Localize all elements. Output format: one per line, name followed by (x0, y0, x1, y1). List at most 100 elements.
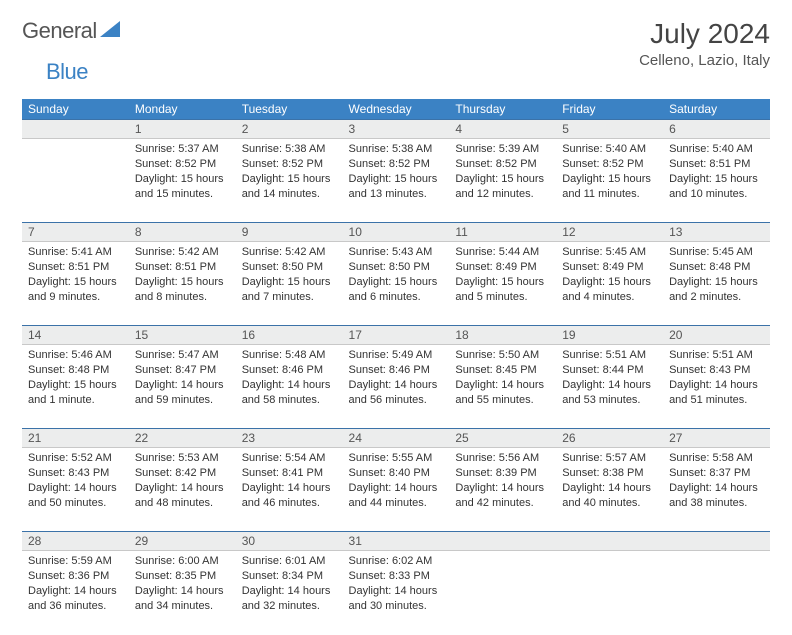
day-number: 17 (343, 326, 450, 344)
day-cell: Sunrise: 6:01 AMSunset: 8:34 PMDaylight:… (236, 551, 343, 635)
day-cell: Sunrise: 5:48 AMSunset: 8:46 PMDaylight:… (236, 345, 343, 429)
day-cell: Sunrise: 5:40 AMSunset: 8:52 PMDaylight:… (556, 139, 663, 223)
day-cell: Sunrise: 5:52 AMSunset: 8:43 PMDaylight:… (22, 448, 129, 532)
weekday-header: Sunday (22, 99, 129, 120)
day-details: Sunrise: 5:52 AMSunset: 8:43 PMDaylight:… (22, 448, 129, 516)
day-cell (449, 551, 556, 635)
brand-part1: General (22, 18, 97, 44)
day-cell: Sunrise: 5:50 AMSunset: 8:45 PMDaylight:… (449, 345, 556, 429)
day-details: Sunrise: 5:40 AMSunset: 8:52 PMDaylight:… (556, 139, 663, 207)
day-cell: Sunrise: 5:38 AMSunset: 8:52 PMDaylight:… (236, 139, 343, 223)
day-details: Sunrise: 5:45 AMSunset: 8:49 PMDaylight:… (556, 242, 663, 310)
day-details: Sunrise: 5:44 AMSunset: 8:49 PMDaylight:… (449, 242, 556, 310)
day-number: 20 (663, 326, 770, 344)
day-details: Sunrise: 5:55 AMSunset: 8:40 PMDaylight:… (343, 448, 450, 516)
day-number: 14 (22, 326, 129, 344)
day-cell: Sunrise: 5:59 AMSunset: 8:36 PMDaylight:… (22, 551, 129, 635)
day-details: Sunrise: 5:53 AMSunset: 8:42 PMDaylight:… (129, 448, 236, 516)
day-cell: Sunrise: 5:45 AMSunset: 8:48 PMDaylight:… (663, 242, 770, 326)
day-cell (22, 139, 129, 223)
day-cell: Sunrise: 5:46 AMSunset: 8:48 PMDaylight:… (22, 345, 129, 429)
day-cell: Sunrise: 5:49 AMSunset: 8:46 PMDaylight:… (343, 345, 450, 429)
day-number-empty (22, 120, 129, 138)
header: General July 2024 Celleno, Lazio, Italy (22, 18, 770, 69)
day-details: Sunrise: 5:50 AMSunset: 8:45 PMDaylight:… (449, 345, 556, 413)
day-details: Sunrise: 5:58 AMSunset: 8:37 PMDaylight:… (663, 448, 770, 516)
weekday-header: Monday (129, 99, 236, 120)
day-details: Sunrise: 5:38 AMSunset: 8:52 PMDaylight:… (236, 139, 343, 207)
title-month: July 2024 (639, 18, 770, 50)
day-cell: Sunrise: 5:54 AMSunset: 8:41 PMDaylight:… (236, 448, 343, 532)
day-cell: Sunrise: 5:37 AMSunset: 8:52 PMDaylight:… (129, 139, 236, 223)
day-cell: Sunrise: 5:45 AMSunset: 8:49 PMDaylight:… (556, 242, 663, 326)
day-details: Sunrise: 5:37 AMSunset: 8:52 PMDaylight:… (129, 139, 236, 207)
day-content-row: Sunrise: 5:46 AMSunset: 8:48 PMDaylight:… (22, 345, 770, 429)
day-number: 4 (449, 120, 556, 138)
calendar-body: 123456Sunrise: 5:37 AMSunset: 8:52 PMDay… (22, 120, 770, 635)
day-details: Sunrise: 5:48 AMSunset: 8:46 PMDaylight:… (236, 345, 343, 413)
day-details: Sunrise: 5:51 AMSunset: 8:44 PMDaylight:… (556, 345, 663, 413)
day-number: 18 (449, 326, 556, 344)
day-cell: Sunrise: 5:44 AMSunset: 8:49 PMDaylight:… (449, 242, 556, 326)
weekday-header: Saturday (663, 99, 770, 120)
day-cell: Sunrise: 5:55 AMSunset: 8:40 PMDaylight:… (343, 448, 450, 532)
brand-part2: Blue (46, 59, 88, 84)
day-number-row: 78910111213 (22, 223, 770, 242)
day-details: Sunrise: 5:40 AMSunset: 8:51 PMDaylight:… (663, 139, 770, 207)
day-details: Sunrise: 5:56 AMSunset: 8:39 PMDaylight:… (449, 448, 556, 516)
day-details: Sunrise: 6:00 AMSunset: 8:35 PMDaylight:… (129, 551, 236, 619)
day-number: 13 (663, 223, 770, 241)
weekday-header: Wednesday (343, 99, 450, 120)
day-number-row: 123456 (22, 120, 770, 139)
day-cell: Sunrise: 5:58 AMSunset: 8:37 PMDaylight:… (663, 448, 770, 532)
day-number: 3 (343, 120, 450, 138)
day-number: 24 (343, 429, 450, 447)
day-cell: Sunrise: 5:57 AMSunset: 8:38 PMDaylight:… (556, 448, 663, 532)
day-cell: Sunrise: 5:53 AMSunset: 8:42 PMDaylight:… (129, 448, 236, 532)
day-details: Sunrise: 5:46 AMSunset: 8:48 PMDaylight:… (22, 345, 129, 413)
day-details: Sunrise: 5:38 AMSunset: 8:52 PMDaylight:… (343, 139, 450, 207)
day-cell: Sunrise: 5:56 AMSunset: 8:39 PMDaylight:… (449, 448, 556, 532)
day-cell: Sunrise: 5:40 AMSunset: 8:51 PMDaylight:… (663, 139, 770, 223)
calendar-table: SundayMondayTuesdayWednesdayThursdayFrid… (22, 99, 770, 635)
day-cell: Sunrise: 5:51 AMSunset: 8:44 PMDaylight:… (556, 345, 663, 429)
day-number: 11 (449, 223, 556, 241)
day-details: Sunrise: 5:43 AMSunset: 8:50 PMDaylight:… (343, 242, 450, 310)
day-details: Sunrise: 5:51 AMSunset: 8:43 PMDaylight:… (663, 345, 770, 413)
day-number: 21 (22, 429, 129, 447)
day-number: 6 (663, 120, 770, 138)
day-cell: Sunrise: 5:42 AMSunset: 8:51 PMDaylight:… (129, 242, 236, 326)
day-details: Sunrise: 5:49 AMSunset: 8:46 PMDaylight:… (343, 345, 450, 413)
day-cell: Sunrise: 5:41 AMSunset: 8:51 PMDaylight:… (22, 242, 129, 326)
day-cell: Sunrise: 5:38 AMSunset: 8:52 PMDaylight:… (343, 139, 450, 223)
weekday-header: Tuesday (236, 99, 343, 120)
brand-triangle-icon (100, 21, 120, 42)
day-details: Sunrise: 5:42 AMSunset: 8:50 PMDaylight:… (236, 242, 343, 310)
day-number-empty (556, 532, 663, 550)
day-number-empty (449, 532, 556, 550)
title-block: July 2024 Celleno, Lazio, Italy (639, 18, 770, 69)
day-number: 5 (556, 120, 663, 138)
day-content-row: Sunrise: 5:52 AMSunset: 8:43 PMDaylight:… (22, 448, 770, 532)
day-number: 29 (129, 532, 236, 550)
day-number: 12 (556, 223, 663, 241)
day-cell: Sunrise: 5:39 AMSunset: 8:52 PMDaylight:… (449, 139, 556, 223)
day-number: 22 (129, 429, 236, 447)
day-number: 31 (343, 532, 450, 550)
day-number: 23 (236, 429, 343, 447)
day-number: 26 (556, 429, 663, 447)
day-number-empty (663, 532, 770, 550)
day-details: Sunrise: 5:45 AMSunset: 8:48 PMDaylight:… (663, 242, 770, 310)
brand-logo: General (22, 18, 119, 44)
day-number: 1 (129, 120, 236, 138)
day-cell (556, 551, 663, 635)
day-number: 9 (236, 223, 343, 241)
day-number: 28 (22, 532, 129, 550)
day-content-row: Sunrise: 5:37 AMSunset: 8:52 PMDaylight:… (22, 139, 770, 223)
day-details: Sunrise: 5:39 AMSunset: 8:52 PMDaylight:… (449, 139, 556, 207)
day-content-row: Sunrise: 5:41 AMSunset: 8:51 PMDaylight:… (22, 242, 770, 326)
day-cell: Sunrise: 5:51 AMSunset: 8:43 PMDaylight:… (663, 345, 770, 429)
day-cell: Sunrise: 5:47 AMSunset: 8:47 PMDaylight:… (129, 345, 236, 429)
day-details: Sunrise: 5:57 AMSunset: 8:38 PMDaylight:… (556, 448, 663, 516)
weekday-header: Thursday (449, 99, 556, 120)
